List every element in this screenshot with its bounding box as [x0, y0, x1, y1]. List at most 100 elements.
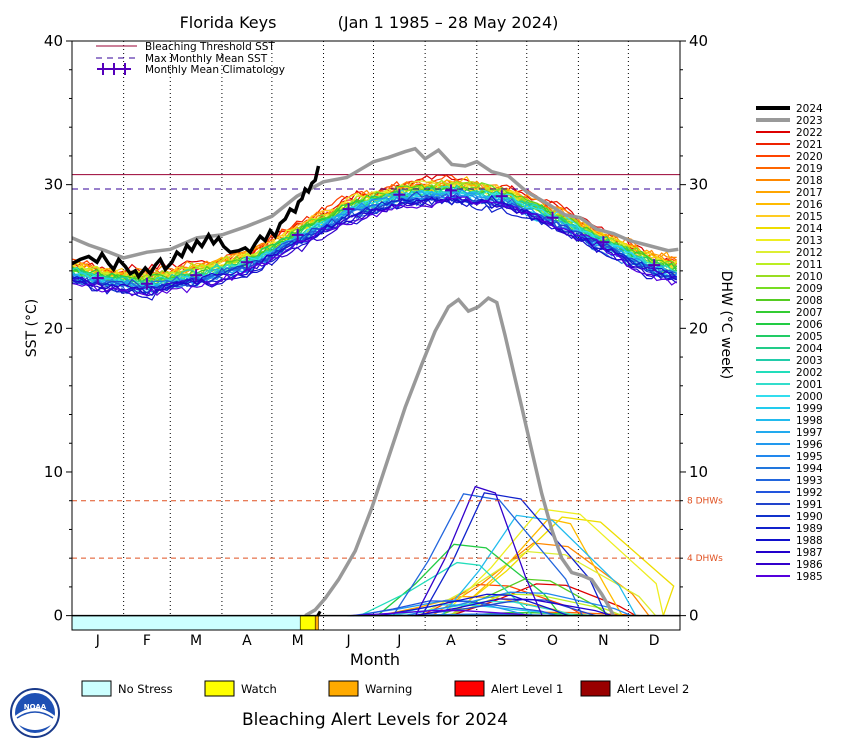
climatology-point-M — [291, 228, 304, 241]
dhw-ref-label-4: 4 DHWs — [687, 554, 723, 564]
year-legend-label-2018: 2018 — [796, 175, 823, 187]
xtick-label-9: O — [547, 633, 558, 649]
xtick-label-1: F — [143, 633, 151, 649]
ytick-label-left-20: 20 — [44, 319, 63, 337]
dhw-line-2006 — [376, 543, 562, 617]
plot-frame — [71, 40, 681, 631]
top-legend: Bleaching Threshold SST Max Monthly Mean… — [96, 41, 285, 76]
climatology-point-F — [140, 277, 153, 290]
plot-area — [72, 41, 680, 630]
alert-legend-swatch-1 — [204, 680, 235, 697]
alert-legend-swatch-3 — [454, 680, 485, 697]
climatology-point-J — [393, 188, 406, 201]
alert-legend-label-0: No Stress — [118, 682, 173, 696]
noaa-logo: NOAA — [10, 688, 60, 738]
year-legend-label-1995: 1995 — [796, 451, 823, 463]
dhw-line-1993 — [392, 493, 583, 616]
year-legend-label-2021: 2021 — [796, 139, 823, 151]
footer-title: Bleaching Alert Levels for 2024 — [242, 710, 508, 730]
year-legend-label-1986: 1986 — [796, 559, 823, 571]
climatology-point-O — [546, 211, 559, 224]
ytick-label-right-0: 0 — [689, 607, 699, 625]
year-legend-label-2005: 2005 — [796, 331, 823, 343]
xtick-label-8: S — [497, 633, 506, 649]
year-legend-label-2003: 2003 — [796, 355, 823, 367]
xtick-label-11: D — [649, 633, 660, 649]
alert-legend-swatch-0 — [81, 680, 112, 697]
year-legend: 2024202320222021202020192018201720162015… — [756, 103, 823, 583]
reference-lines: 8 DHWs 4 DHWs — [72, 174, 723, 564]
year-legend-label-2022: 2022 — [796, 127, 823, 139]
noaa-logo-text: NOAA — [24, 703, 47, 711]
year-legend-label-2000: 2000 — [796, 391, 823, 403]
year-legend-label-2017: 2017 — [796, 187, 823, 199]
alert-bar-segment-2 — [314, 615, 319, 631]
sst-line-1998 — [72, 189, 677, 290]
dhw-line-2002 — [359, 561, 534, 617]
climatology-point-N — [597, 236, 610, 249]
y-axis-left-label: SST (°C) — [24, 299, 40, 357]
year-legend-label-1991: 1991 — [796, 499, 823, 511]
year-legend-label-2014: 2014 — [796, 223, 823, 235]
year-legend-label-2008: 2008 — [796, 295, 823, 307]
climatology-point-A — [240, 256, 253, 269]
year-legend-label-2019: 2019 — [796, 163, 823, 175]
series-2023 — [72, 146, 679, 618]
dhw-line-2012 — [418, 550, 656, 617]
xtick-label-0: J — [95, 633, 100, 649]
year-legend-label-2011: 2011 — [796, 259, 823, 271]
year-legend-label-2004: 2004 — [796, 343, 823, 355]
alert-legend-label-2: Warning — [365, 682, 412, 696]
ytick-label-left-0: 0 — [53, 607, 63, 625]
year-legend-label-2016: 2016 — [796, 199, 823, 211]
xtick-label-10: N — [598, 633, 608, 649]
xtick-label-5: J — [345, 633, 350, 649]
alert-bar-segment-0 — [71, 615, 301, 631]
sst-line-2024 — [72, 165, 321, 280]
ytick-label-right-20: 20 — [689, 319, 708, 337]
legend-plus-1 — [108, 63, 120, 75]
year-legend-label-1990: 1990 — [796, 511, 823, 523]
dhw-line-2016 — [452, 518, 623, 617]
alert-legend-label-3: Alert Level 1 — [491, 682, 563, 696]
dhw-line-2014 — [449, 516, 675, 617]
monthly-mean-climatology — [91, 184, 661, 290]
chart-title-period: (Jan 1 1985 – 28 May 2024) — [338, 13, 559, 32]
year-legend-label-1994: 1994 — [796, 463, 823, 475]
year-legend-label-1997: 1997 — [796, 427, 823, 439]
year-legend-label-1989: 1989 — [796, 523, 823, 535]
xtick-label-4: M — [292, 633, 304, 649]
dhw-line-1987 — [414, 598, 613, 617]
climatology-point-D — [648, 259, 661, 272]
xtick-label-2: M — [190, 633, 202, 649]
dhw-ref-label-8: 8 DHWs — [687, 497, 723, 507]
dhw-envelope — [347, 485, 675, 617]
alert-bar-2024 — [71, 614, 680, 631]
ytick-label-right-30: 30 — [689, 176, 708, 194]
y-axis-right-label: DHW (°C week) — [718, 271, 734, 380]
year-legend-label-2013: 2013 — [796, 235, 823, 247]
year-legend-label-2001: 2001 — [796, 379, 823, 391]
ytick-label-left-30: 30 — [44, 176, 63, 194]
year-legend-label-1992: 1992 — [796, 487, 823, 499]
year-legend-label-2024: 2024 — [796, 103, 823, 115]
dhw-line-1992 — [356, 600, 558, 617]
xtick-label-3: A — [242, 633, 252, 649]
dhw-line-1998 — [441, 514, 637, 617]
x-axis-label: Month — [350, 650, 400, 669]
legend-mmm-label: Max Monthly Mean SST — [145, 53, 268, 65]
year-legend-label-2020: 2020 — [796, 151, 823, 163]
year-legend-label-2009: 2009 — [796, 283, 823, 295]
sst-line-1985 — [72, 196, 678, 297]
year-legend-label-2007: 2007 — [796, 307, 823, 319]
year-legend-label-2010: 2010 — [796, 271, 823, 283]
alert-legend-label-4: Alert Level 2 — [617, 682, 689, 696]
year-legend-label-1993: 1993 — [796, 475, 823, 487]
dhw-line-1988 — [379, 593, 569, 617]
legend-plus-2 — [119, 63, 131, 75]
dhw-line-2013 — [441, 508, 664, 617]
sst-line-2002 — [72, 187, 677, 287]
ytick-label-left-10: 10 — [44, 463, 63, 481]
climatology-point-J — [342, 203, 355, 216]
